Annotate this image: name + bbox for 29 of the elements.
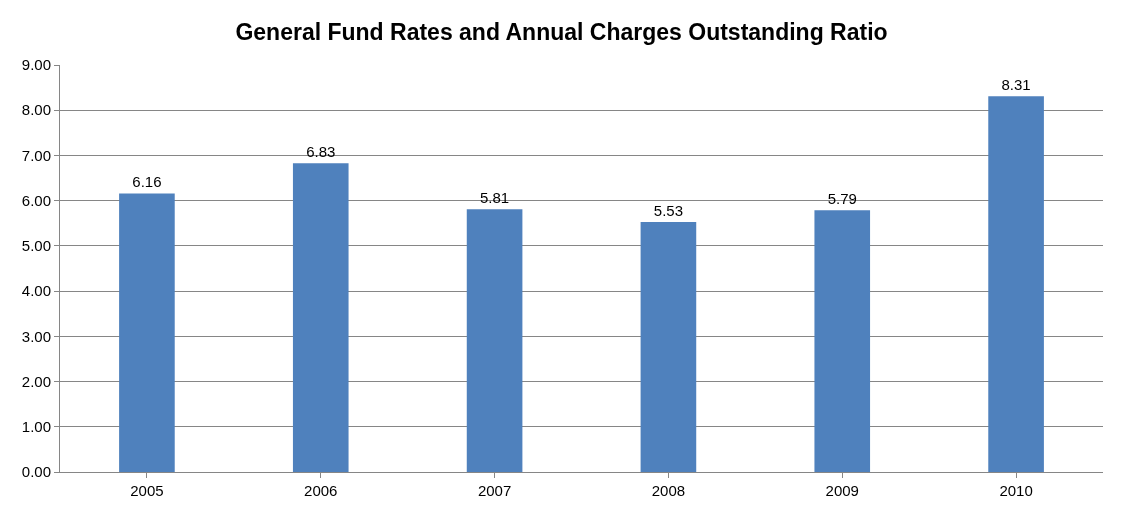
bar xyxy=(814,210,871,472)
bar xyxy=(640,221,697,472)
bar xyxy=(119,193,175,472)
data-label: 6.83 xyxy=(306,143,336,161)
x-tick-label: 2005 xyxy=(130,482,164,499)
y-tick-label: 1.00 xyxy=(21,418,51,436)
y-tick-label: 2.00 xyxy=(21,372,51,390)
x-tick-label: 2007 xyxy=(477,482,512,499)
data-label: 6.16 xyxy=(132,173,162,191)
y-tick-label: 0.00 xyxy=(21,463,51,481)
bar xyxy=(466,209,523,472)
data-label: 8.31 xyxy=(1001,76,1031,94)
data-label: 5.81 xyxy=(479,189,510,207)
y-tick-label: 5.00 xyxy=(21,237,51,255)
bar xyxy=(292,163,349,472)
bar xyxy=(988,96,1044,472)
data-label: 5.53 xyxy=(653,201,684,219)
y-tick-label: 3.00 xyxy=(21,327,51,345)
y-tick-label: 6.00 xyxy=(21,191,51,209)
data-label: 5.79 xyxy=(827,190,857,208)
x-tick-label: 2009 xyxy=(825,482,859,499)
y-tick-label: 8.00 xyxy=(21,101,51,119)
x-tick-label: 2008 xyxy=(651,482,686,499)
chart-title: General Fund Rates and Annual Charges Outstanding Ratio xyxy=(235,18,888,45)
y-tick-label: 9.00 xyxy=(21,56,51,74)
x-tick-label: 2010 xyxy=(999,482,1033,499)
y-tick-label: 4.00 xyxy=(21,282,51,300)
y-tick-label: 7.00 xyxy=(21,146,51,164)
x-tick-label: 2006 xyxy=(304,482,338,499)
